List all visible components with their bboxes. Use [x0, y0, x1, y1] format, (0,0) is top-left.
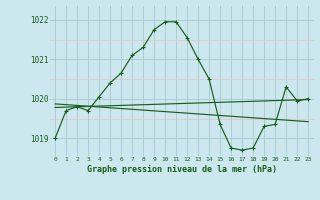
- X-axis label: Graphe pression niveau de la mer (hPa): Graphe pression niveau de la mer (hPa): [87, 165, 276, 174]
